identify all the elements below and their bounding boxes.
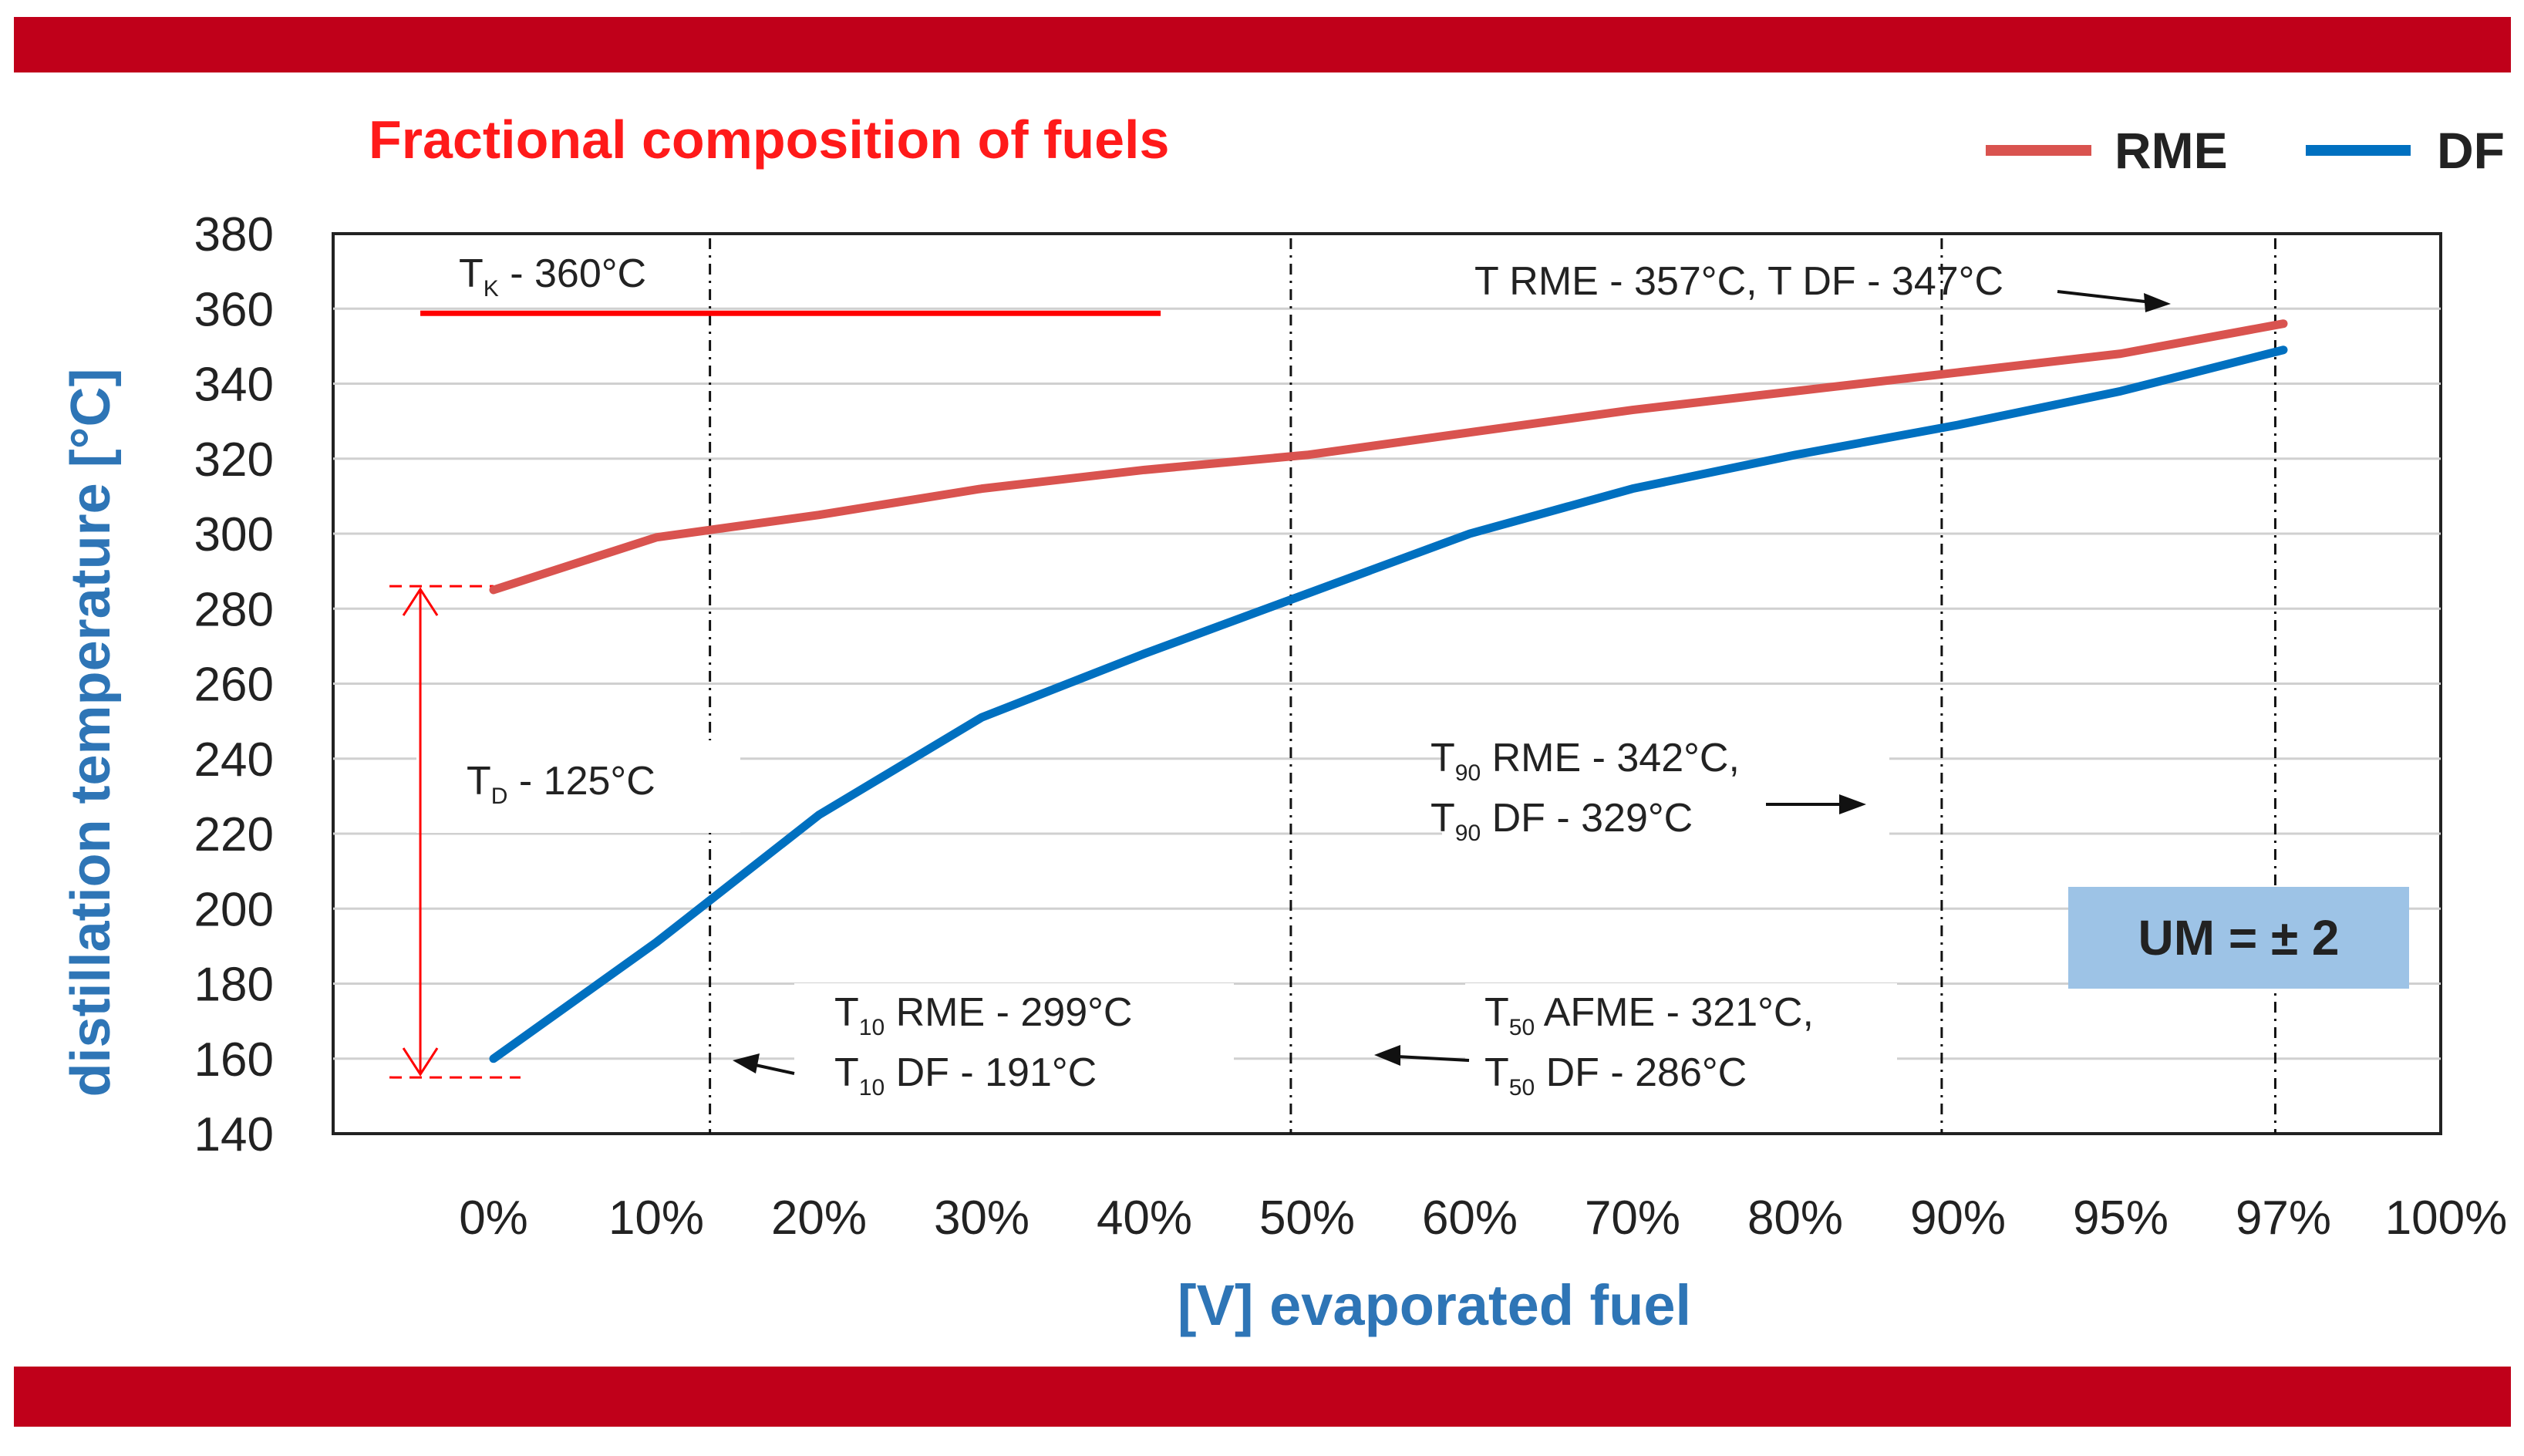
data-point-df bbox=[1306, 592, 1308, 595]
legend-rme-label: RME bbox=[2115, 122, 2228, 179]
td-label: TD - 125°C bbox=[467, 759, 655, 809]
data-point-rme bbox=[1632, 409, 1633, 411]
t90-annotation-arrow bbox=[1766, 794, 1866, 814]
x-tick-label: 20% bbox=[771, 1191, 867, 1245]
t90-annotation-line2: T90 DF - 329°C bbox=[1430, 796, 1693, 846]
series-line-df bbox=[489, 345, 2288, 1063]
x-tick-label: 60% bbox=[1422, 1191, 1518, 1245]
annotation-mask bbox=[416, 740, 740, 833]
data-point-rme bbox=[655, 536, 657, 538]
data-point-rme bbox=[1794, 390, 1796, 393]
y-tick-label: 140 bbox=[194, 1108, 274, 1161]
x-tick-label: 40% bbox=[1097, 1191, 1192, 1245]
x-tick-label: 80% bbox=[1747, 1191, 1843, 1245]
td-arrow-head-down bbox=[402, 1047, 439, 1077]
data-point-rme bbox=[981, 487, 982, 490]
end-annotation-arrow bbox=[2057, 290, 2171, 312]
data-point-df bbox=[818, 814, 820, 816]
y-tick-label: 380 bbox=[194, 208, 274, 261]
data-point-rme bbox=[493, 588, 494, 591]
t90-annotation-line1: T90 RME - 342°C, bbox=[1430, 736, 1740, 786]
x-tick-label: 97% bbox=[2236, 1191, 2331, 1245]
x-axis-label: [V] evaporated fuel bbox=[1178, 1273, 1691, 1337]
data-point-df bbox=[1957, 423, 1959, 426]
end-temperature-annotation: T RME - 357°C, T DF - 347°C bbox=[1474, 259, 2003, 304]
data-point-rme bbox=[818, 514, 820, 516]
bottom-banner bbox=[14, 1367, 2511, 1427]
td-range-marker bbox=[389, 585, 521, 1079]
x-tick-label: 10% bbox=[608, 1191, 704, 1245]
uncertainty-label: UM = ± 2 bbox=[2138, 910, 2340, 966]
x-tick-label: 30% bbox=[934, 1191, 1029, 1245]
data-point-rme bbox=[1469, 431, 1471, 433]
x-tick-label: 100% bbox=[2385, 1191, 2508, 1245]
data-point-df bbox=[2283, 349, 2284, 351]
y-tick-label: 360 bbox=[194, 283, 274, 336]
y-tick-label: 160 bbox=[194, 1033, 274, 1087]
td-arrow-head-up bbox=[402, 587, 439, 616]
t10-annotation-line2: T10 DF - 191°C bbox=[834, 1050, 1097, 1100]
data-point-rme bbox=[2283, 322, 2284, 325]
data-point-rme bbox=[2120, 352, 2121, 355]
data-point-rme bbox=[1144, 469, 1145, 471]
annotation-mask bbox=[794, 983, 1234, 1099]
t10-annotation-arrow bbox=[733, 1053, 795, 1075]
y-tick-label: 280 bbox=[194, 583, 274, 636]
data-point-rme bbox=[1957, 371, 1959, 373]
x-tick-label: 95% bbox=[2073, 1191, 2168, 1245]
annotation-mask bbox=[1442, 721, 1889, 852]
data-point-df bbox=[2120, 390, 2121, 393]
t10-annotation-line1: T10 RME - 299°C bbox=[834, 990, 1132, 1040]
x-tick-label: 90% bbox=[1910, 1191, 2006, 1245]
y-tick-label: 180 bbox=[194, 959, 274, 1012]
y-axis-ticks: 140 160 180 200 220 240 260 280 300 320 340 360 380 bbox=[194, 208, 274, 1161]
legend-df-label: DF bbox=[2437, 122, 2505, 179]
data-point-df bbox=[1794, 453, 1796, 456]
data-point-df bbox=[493, 1057, 494, 1060]
x-tick-label: 50% bbox=[1259, 1191, 1355, 1245]
chart-title: Fractional composition of fuels bbox=[369, 110, 1169, 170]
y-tick-label: 300 bbox=[194, 508, 274, 561]
y-tick-label: 200 bbox=[194, 883, 274, 936]
uncertainty-box bbox=[2068, 887, 2409, 989]
data-point-df bbox=[1469, 533, 1471, 534]
top-banner bbox=[14, 17, 2511, 72]
y-tick-label: 320 bbox=[194, 433, 274, 487]
series-line-rme bbox=[489, 319, 2288, 595]
t50-annotation-line1: T50 AFME - 321°C, bbox=[1484, 990, 1814, 1040]
y-tick-label: 220 bbox=[194, 808, 274, 861]
annotation-mask bbox=[1465, 983, 1897, 1099]
tk-label: TK - 360°C bbox=[459, 251, 646, 302]
y-tick-label: 240 bbox=[194, 733, 274, 787]
y-axis-label: distillation temperature [°C] bbox=[60, 369, 122, 1097]
data-point-df bbox=[1144, 652, 1145, 655]
y-tick-label: 260 bbox=[194, 659, 274, 712]
t50-annotation-arrow bbox=[1374, 1045, 1470, 1066]
data-point-df bbox=[981, 716, 982, 719]
x-tick-label: 0% bbox=[459, 1191, 528, 1245]
data-point-rme bbox=[1306, 453, 1308, 456]
data-point-df bbox=[1632, 487, 1633, 490]
legend: RME DF bbox=[1986, 122, 2505, 179]
data-series bbox=[489, 319, 2288, 1063]
x-tick-label: 70% bbox=[1585, 1191, 1680, 1245]
x-axis-ticks: 0% 10% 20% 30% 40% 50% 60% 70% 80% 90% 95% 97% 100% bbox=[459, 1191, 2507, 1245]
data-point-df bbox=[655, 942, 657, 944]
t50-annotation-line2: T50 DF - 286°C bbox=[1484, 1050, 1747, 1100]
y-tick-label: 340 bbox=[194, 359, 274, 412]
